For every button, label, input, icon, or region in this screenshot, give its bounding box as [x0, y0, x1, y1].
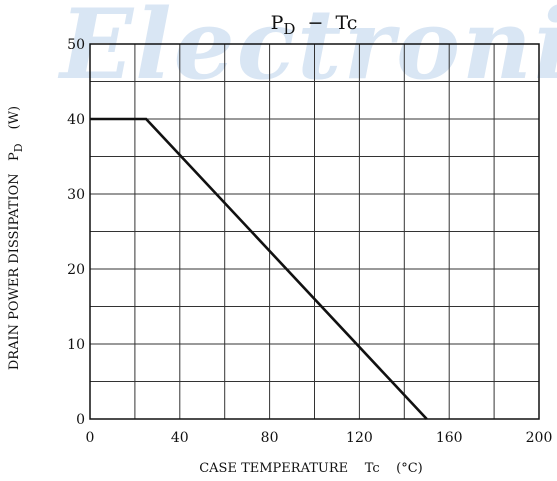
x-axis-label: CASE TEMPERATURE Tc (°C): [199, 461, 423, 476]
pd-derating-line: [90, 117, 428, 420]
x-tick-label: 200: [526, 430, 553, 446]
y-tick-label: 50: [67, 37, 85, 53]
y-axis-label-subscript: D: [12, 143, 25, 152]
x-tick-label: 40: [171, 430, 189, 446]
y-tick-label: 0: [76, 412, 85, 428]
y-axis-label-main: DRAIN POWER DISSIPATION P: [7, 152, 22, 370]
y-axis-label-unit: (W): [7, 106, 22, 130]
chart-title: PD − Tc: [271, 12, 358, 38]
grid-lines: [90, 44, 539, 419]
x-tick-labels: 0 40 80 120 160 200: [86, 430, 553, 446]
watermark-text: Electronic: [57, 0, 557, 101]
y-axis-label: DRAIN POWER DISSIPATION PD (W): [7, 106, 25, 370]
y-tick-label: 20: [67, 262, 85, 278]
y-tick-label: 40: [67, 112, 85, 128]
plot-frame: [89, 43, 540, 420]
series-layer: [90, 117, 428, 420]
chart-title-rest: − Tc: [295, 12, 357, 34]
chart-title-main: P: [271, 12, 284, 34]
y-tick-labels: 0 10 20 30 40 50: [67, 37, 85, 428]
chart-title-subscript: D: [283, 20, 295, 38]
x-tick-label: 80: [261, 430, 279, 446]
x-tick-label: 120: [346, 430, 373, 446]
x-tick-label: 160: [436, 430, 463, 446]
y-tick-label: 10: [67, 337, 85, 353]
y-tick-label: 30: [67, 187, 85, 203]
x-tick-label: 0: [86, 430, 95, 446]
